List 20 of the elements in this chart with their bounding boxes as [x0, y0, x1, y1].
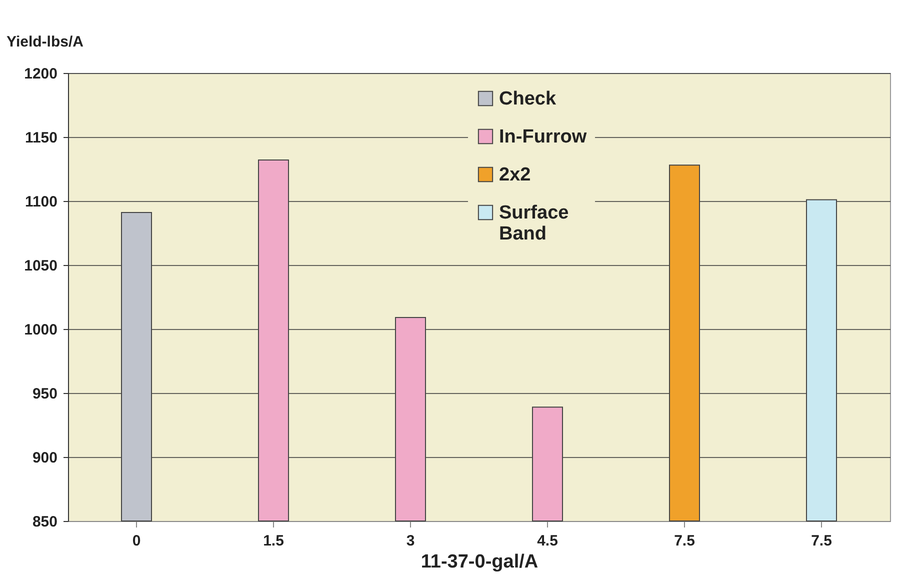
x-tick-label: 7.5 [811, 532, 832, 550]
legend-label: Check [499, 88, 556, 110]
x-tick-label: 3 [406, 532, 415, 550]
x-tick-label: 7.5 [674, 532, 695, 550]
y-tick-label: 950 [32, 386, 58, 402]
x-tick-label: 1.5 [263, 532, 284, 550]
y-tick-label: 900 [32, 450, 58, 466]
y-tick-label: 1000 [24, 322, 58, 338]
legend-label: In-Furrow [499, 126, 587, 148]
x-tick-label: 0 [132, 532, 141, 550]
y-tick-label: 1200 [24, 66, 58, 82]
legend-label: Surface Band [499, 202, 569, 244]
x-tick-label: 4.5 [537, 532, 558, 550]
y-axis-title: Yield-lbs/A [6, 34, 84, 50]
legend-label: 2x2 [499, 164, 531, 186]
y-tick-label: 850 [32, 514, 58, 530]
x-axis-title: 11-37-0-gal/A [420, 552, 538, 572]
y-tick-label: 1100 [24, 194, 58, 210]
y-tick-label: 1050 [24, 258, 58, 274]
y-tick-label: 1150 [24, 130, 58, 146]
